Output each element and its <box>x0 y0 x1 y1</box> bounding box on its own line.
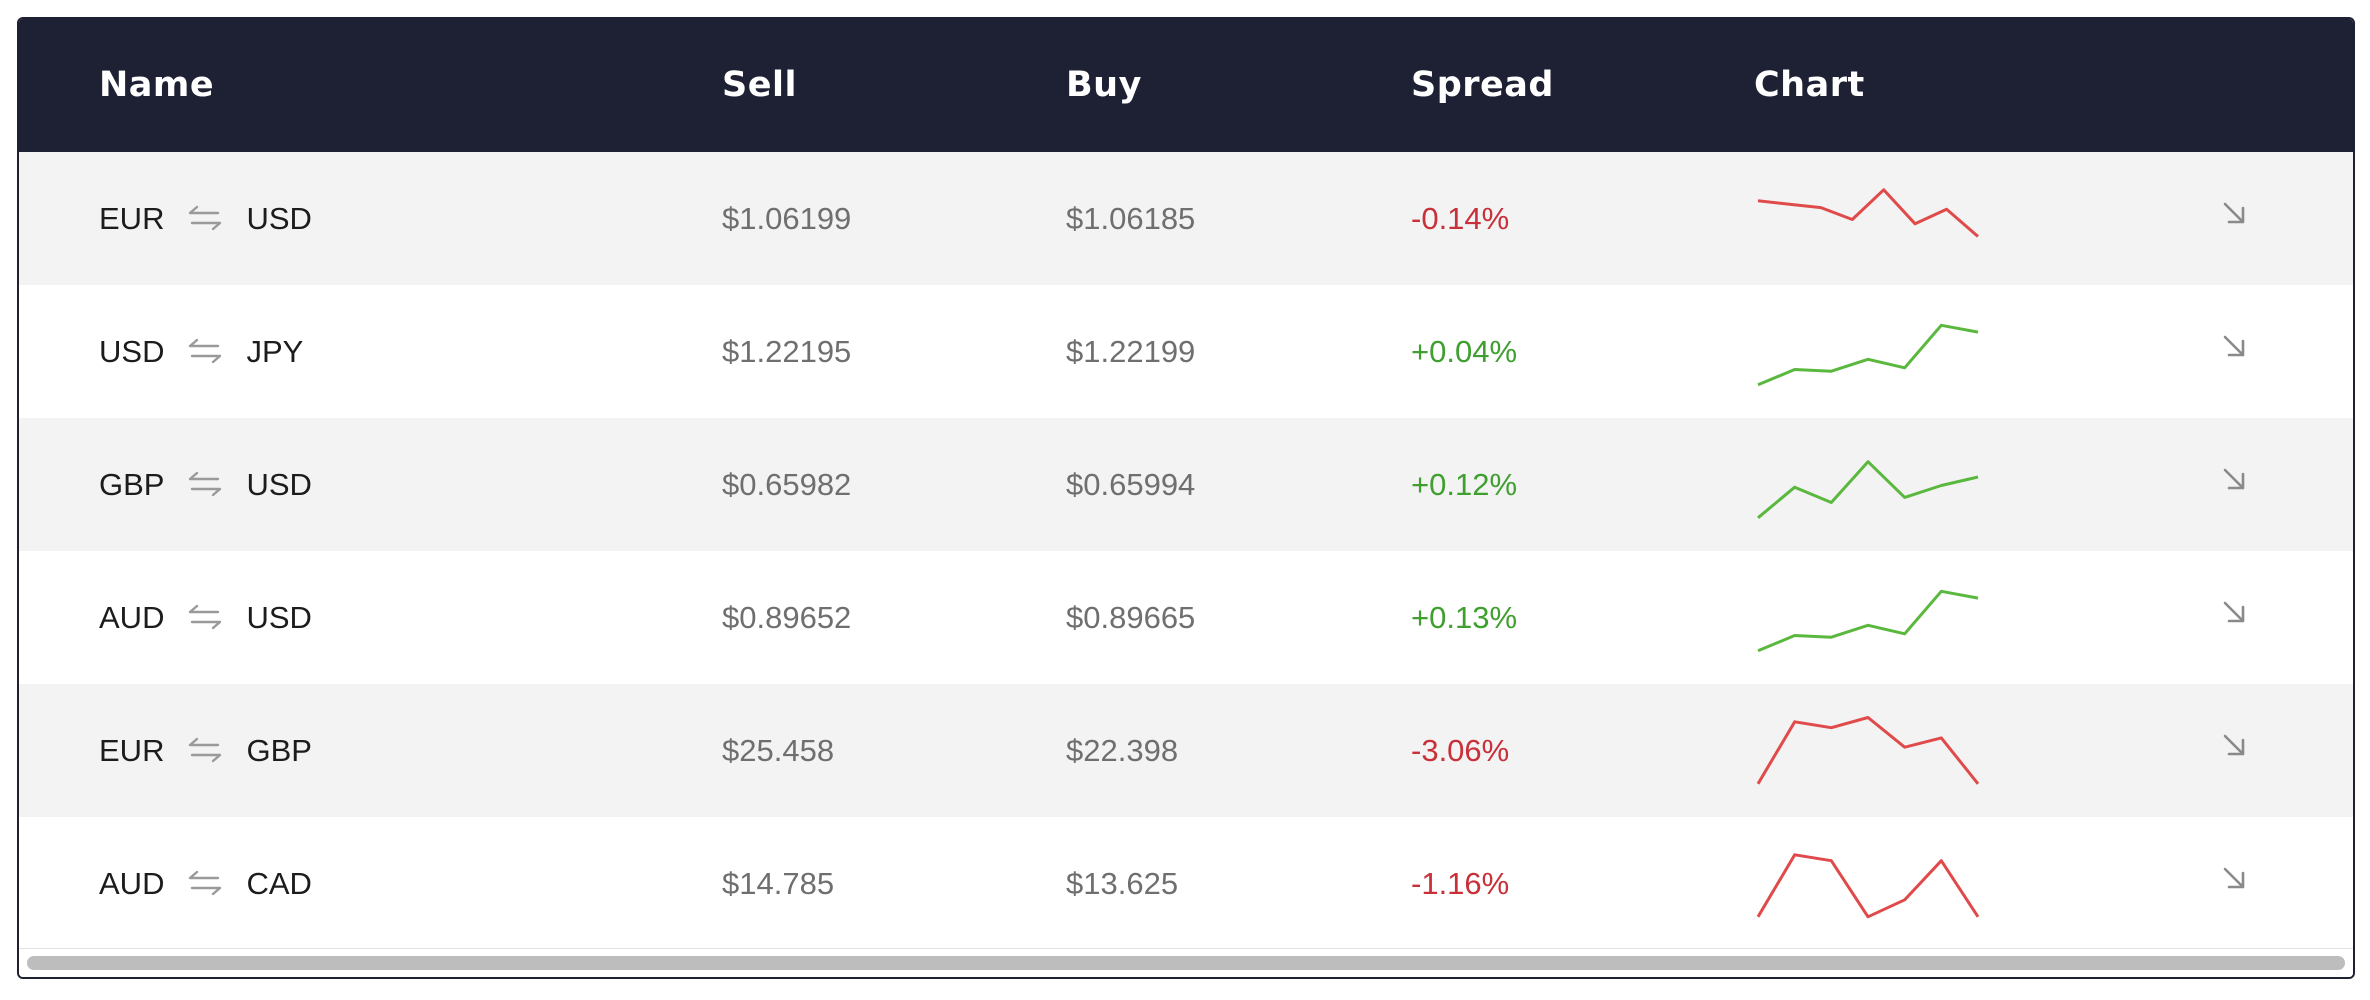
sell-price: $0.89652 <box>722 600 852 635</box>
sparkline-path <box>1756 716 1980 785</box>
pair-cell: AUD USD <box>99 551 312 684</box>
spread-value: +0.12% <box>1411 467 1518 502</box>
base-currency: EUR <box>99 201 165 236</box>
scrollbar-thumb[interactable] <box>27 956 2345 970</box>
swap-arrows-icon <box>189 205 222 231</box>
sparkline-chart <box>1757 323 1979 387</box>
currency-table: Name Sell Buy Spread Chart EUR USD $1.0619… <box>17 17 2355 979</box>
quote-currency: CAD <box>246 866 312 901</box>
sell-price: $0.65982 <box>722 467 852 502</box>
buy-price: $22.398 <box>1066 733 1179 768</box>
arrow-down-right-icon[interactable] <box>2219 597 2249 627</box>
buy-price: $1.06185 <box>1066 201 1196 236</box>
arrow-down-right-icon[interactable] <box>2219 331 2249 361</box>
spread-value: -0.14% <box>1411 201 1510 236</box>
spread-value: +0.13% <box>1411 600 1518 635</box>
column-header-buy[interactable]: Buy <box>1066 65 1142 105</box>
sparkline-path <box>1757 323 1979 387</box>
sparkline-path <box>1756 853 1980 919</box>
quote-currency: USD <box>246 201 312 236</box>
sell-price: $14.785 <box>722 866 835 901</box>
sparkline-chart <box>1756 716 1980 785</box>
sparkline-path <box>1757 188 1979 238</box>
sparkline-path <box>1757 589 1979 653</box>
base-currency: AUD <box>99 866 165 901</box>
column-header-chart: Chart <box>1754 65 1865 105</box>
sparkline-chart <box>1757 460 1979 519</box>
buy-price: $0.65994 <box>1066 467 1196 502</box>
quote-currency: USD <box>246 600 312 635</box>
horizontal-scrollbar[interactable] <box>19 948 2353 977</box>
pair-cell: EUR USD <box>99 152 312 285</box>
sparkline-path <box>1757 460 1979 519</box>
base-currency: USD <box>99 334 165 369</box>
sell-price: $25.458 <box>722 733 835 768</box>
sparkline-chart <box>1757 188 1979 238</box>
sparkline-chart <box>1757 589 1979 653</box>
column-header-sell[interactable]: Sell <box>722 65 797 105</box>
sparkline-chart <box>1756 853 1980 919</box>
arrow-down-right-icon[interactable] <box>2219 863 2249 893</box>
buy-price: $0.89665 <box>1066 600 1196 635</box>
table-row[interactable]: AUD USD $0.89652 $0.89665 +0.13% <box>19 551 2353 684</box>
buy-price: $13.625 <box>1066 866 1179 901</box>
pair-cell: EUR GBP <box>99 684 312 817</box>
swap-arrows-icon <box>189 604 222 630</box>
swap-arrows-icon <box>189 737 222 763</box>
table-row[interactable]: AUD CAD $14.785 $13.625 -1.16% <box>19 817 2353 950</box>
column-header-name[interactable]: Name <box>99 65 215 105</box>
base-currency: GBP <box>99 467 165 502</box>
spread-value: -1.16% <box>1411 866 1510 901</box>
table-header: Name Sell Buy Spread Chart <box>19 19 2353 152</box>
column-header-spread[interactable]: Spread <box>1411 65 1554 105</box>
spread-value: -3.06% <box>1411 733 1510 768</box>
arrow-down-right-icon[interactable] <box>2219 730 2249 760</box>
quote-currency: GBP <box>246 733 312 768</box>
swap-arrows-icon <box>189 471 222 497</box>
pair-cell: GBP USD <box>99 418 312 551</box>
table-row[interactable]: USD JPY $1.22195 $1.22199 +0.04% <box>19 285 2353 418</box>
base-currency: AUD <box>99 600 165 635</box>
arrow-down-right-icon[interactable] <box>2219 464 2249 494</box>
swap-arrows-icon <box>189 338 222 364</box>
sell-price: $1.06199 <box>722 201 852 236</box>
table-row[interactable]: EUR GBP $25.458 $22.398 -3.06% <box>19 684 2353 817</box>
buy-price: $1.22199 <box>1066 334 1196 369</box>
swap-arrows-icon <box>189 870 222 896</box>
base-currency: EUR <box>99 733 165 768</box>
quote-currency: USD <box>246 467 312 502</box>
arrow-down-right-icon[interactable] <box>2219 198 2249 228</box>
quote-currency: JPY <box>246 334 304 369</box>
spread-value: +0.04% <box>1411 334 1518 369</box>
table-row[interactable]: GBP USD $0.65982 $0.65994 +0.12% <box>19 418 2353 551</box>
pair-cell: AUD CAD <box>99 817 312 950</box>
pair-cell: USD JPY <box>99 285 303 418</box>
sell-price: $1.22195 <box>722 334 852 369</box>
table-row[interactable]: EUR USD $1.06199 $1.06185 -0.14% <box>19 152 2353 285</box>
